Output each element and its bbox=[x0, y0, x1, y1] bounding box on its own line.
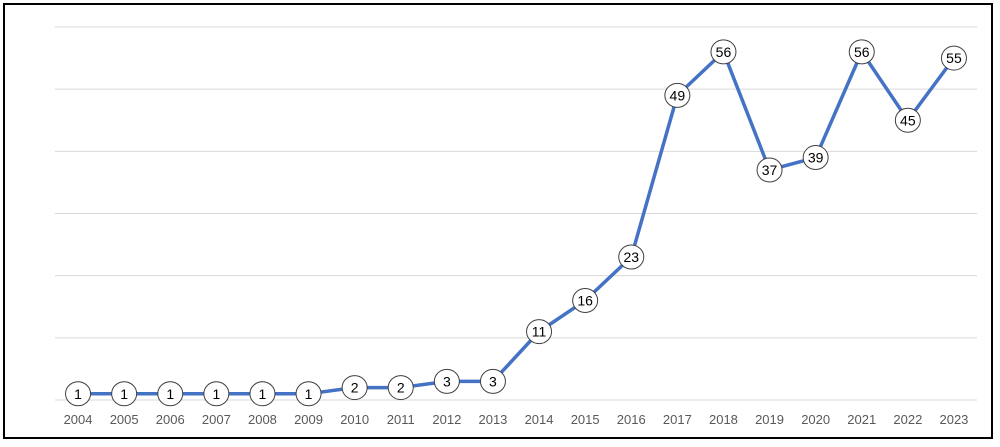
data-point-2013: 3 bbox=[479, 368, 506, 394]
data-label: 56 bbox=[854, 44, 870, 60]
data-point-2017: 49 bbox=[664, 82, 691, 108]
data-marker bbox=[940, 45, 967, 71]
data-point-2020: 39 bbox=[802, 145, 829, 171]
data-label: 2 bbox=[397, 380, 405, 396]
data-label: 1 bbox=[74, 386, 82, 402]
data-point-2008: 1 bbox=[249, 381, 276, 407]
data-marker bbox=[433, 368, 460, 394]
data-label: 11 bbox=[532, 324, 547, 340]
data-point-2005: 1 bbox=[111, 381, 138, 407]
data-label: 1 bbox=[259, 386, 267, 402]
data-marker bbox=[111, 381, 138, 407]
data-label: 37 bbox=[762, 162, 778, 178]
x-tick-label-2013: 2013 bbox=[478, 412, 507, 427]
data-point-2015: 16 bbox=[572, 288, 599, 314]
data-marker bbox=[249, 381, 276, 407]
data-point-2007: 1 bbox=[203, 381, 230, 407]
data-point-2022: 45 bbox=[894, 107, 921, 133]
data-label: 39 bbox=[808, 150, 824, 166]
data-point-2016: 23 bbox=[618, 244, 645, 270]
data-label: 49 bbox=[670, 87, 686, 103]
x-tick-label-2009: 2009 bbox=[294, 412, 323, 427]
data-label: 45 bbox=[900, 112, 916, 128]
x-tick-label-2005: 2005 bbox=[110, 412, 139, 427]
x-axis-ticks: 2004 2005 2006 2007 2008 2009 2010 2011 2012 2013… bbox=[64, 412, 969, 427]
data-marker bbox=[157, 381, 184, 407]
x-tick-label-2011: 2011 bbox=[387, 412, 415, 427]
data-marker bbox=[848, 39, 875, 65]
x-tick-label-2016: 2016 bbox=[617, 412, 646, 427]
x-tick-label-2017: 2017 bbox=[663, 412, 692, 427]
data-marker bbox=[479, 368, 506, 394]
data-label: 3 bbox=[443, 373, 451, 389]
data-label: 1 bbox=[120, 386, 128, 402]
data-marker bbox=[65, 381, 92, 407]
data-point-2021: 56 bbox=[848, 39, 875, 65]
data-label: 3 bbox=[489, 373, 497, 389]
data-marker bbox=[802, 145, 829, 171]
x-tick-label-2010: 2010 bbox=[340, 412, 369, 427]
data-point-2011: 2 bbox=[387, 375, 414, 401]
data-label: 56 bbox=[716, 44, 732, 60]
data-label: 1 bbox=[212, 386, 220, 402]
data-point-2009: 1 bbox=[295, 381, 322, 407]
data-label: 23 bbox=[623, 249, 639, 265]
data-marker bbox=[295, 381, 322, 407]
data-point-2006: 1 bbox=[157, 381, 184, 407]
data-marker bbox=[203, 381, 230, 407]
series-line bbox=[76, 50, 956, 396]
data-point-2018: 56 bbox=[710, 39, 737, 65]
x-tick-label-2015: 2015 bbox=[571, 412, 600, 427]
data-marker bbox=[387, 375, 414, 401]
x-tick-label-2020: 2020 bbox=[801, 412, 830, 427]
data-point-2012: 3 bbox=[433, 368, 460, 394]
data-label: 1 bbox=[166, 386, 174, 402]
data-point-2004: 1 bbox=[65, 381, 92, 407]
x-tick-label-2006: 2006 bbox=[156, 412, 185, 427]
x-tick-label-2019: 2019 bbox=[755, 412, 784, 427]
x-tick-label-2012: 2012 bbox=[432, 412, 461, 427]
data-marker bbox=[894, 107, 921, 133]
data-point-2019: 37 bbox=[756, 157, 783, 183]
gridlines bbox=[55, 26, 977, 401]
data-marker bbox=[618, 244, 645, 270]
x-tick-label-2021: 2021 bbox=[847, 412, 876, 427]
x-tick-label-2022: 2022 bbox=[893, 412, 922, 427]
data-marker bbox=[526, 319, 553, 345]
x-tick-label-2023: 2023 bbox=[939, 412, 968, 427]
data-label: 1 bbox=[305, 386, 313, 402]
x-tick-label-2008: 2008 bbox=[248, 412, 277, 427]
data-point-2023: 55 bbox=[940, 45, 967, 71]
data-marker bbox=[572, 288, 599, 314]
data-marker bbox=[341, 375, 368, 401]
data-marker bbox=[756, 157, 783, 183]
data-point-2014: 11 bbox=[526, 319, 553, 345]
data-label: 16 bbox=[577, 293, 593, 309]
x-tick-label-2004: 2004 bbox=[64, 412, 93, 427]
data-marker bbox=[664, 82, 691, 108]
data-marker bbox=[710, 39, 737, 65]
data-label: 2 bbox=[351, 380, 359, 396]
x-tick-label-2018: 2018 bbox=[709, 412, 738, 427]
x-tick-label-2007: 2007 bbox=[202, 412, 231, 427]
data-label: 55 bbox=[946, 50, 962, 66]
chart-frame bbox=[3, 3, 993, 439]
data-point-2010: 2 bbox=[341, 375, 368, 401]
x-tick-label-2014: 2014 bbox=[525, 412, 554, 427]
